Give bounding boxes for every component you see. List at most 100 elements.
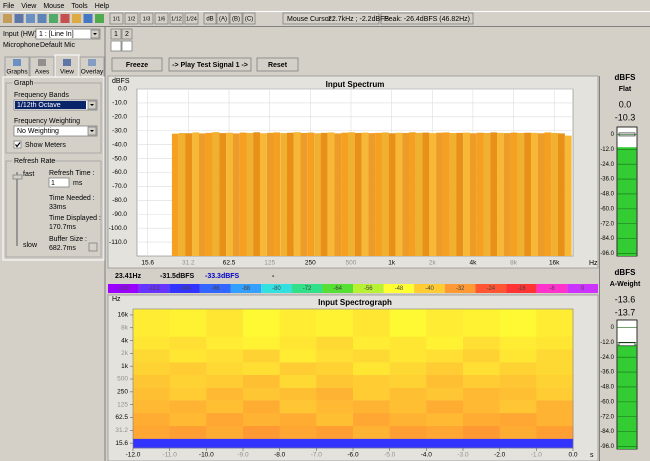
heat-cell bbox=[353, 362, 390, 376]
weighting-button-label: (C) bbox=[245, 17, 253, 23]
toolbar-button[interactable] bbox=[14, 14, 24, 23]
bar bbox=[171, 133, 179, 256]
heat-cell bbox=[389, 349, 427, 363]
toolbar-button[interactable] bbox=[26, 14, 35, 23]
menu-item[interactable]: View bbox=[21, 3, 37, 10]
toolbar-button[interactable] bbox=[229, 12, 243, 25]
heat-cell bbox=[536, 349, 574, 363]
color-swatch bbox=[199, 284, 231, 293]
y-tick-label: -90.0 bbox=[112, 211, 127, 218]
toolbar-button[interactable] bbox=[154, 12, 169, 25]
heat-cell bbox=[499, 400, 537, 414]
color-label: -96 bbox=[211, 286, 220, 292]
meter-tick-label: -60.0 bbox=[600, 206, 614, 212]
bar bbox=[483, 132, 491, 256]
channel-button[interactable] bbox=[121, 28, 133, 40]
button[interactable] bbox=[168, 57, 252, 72]
channel-button[interactable] bbox=[110, 28, 122, 40]
menu-item[interactable]: Tools bbox=[71, 3, 88, 10]
bar bbox=[449, 132, 457, 256]
readout-extra: - bbox=[272, 273, 275, 280]
button-label: Freeze bbox=[126, 62, 148, 69]
bar bbox=[226, 132, 233, 256]
heat-cell bbox=[389, 400, 427, 414]
heat-cell bbox=[426, 387, 464, 401]
heat-cell bbox=[499, 336, 537, 350]
bar bbox=[327, 132, 335, 256]
toolbar-button[interactable] bbox=[169, 12, 184, 25]
toolbar-button[interactable] bbox=[139, 12, 154, 25]
heat-cell bbox=[353, 309, 390, 337]
input-label: Input (HW) bbox=[3, 31, 37, 38]
toolbar-button[interactable] bbox=[184, 12, 199, 25]
checkbox[interactable] bbox=[13, 140, 22, 149]
heat-cell bbox=[499, 425, 537, 439]
color-label: -16 bbox=[517, 286, 526, 292]
heat-cell bbox=[536, 438, 574, 449]
toolbar-button[interactable] bbox=[124, 12, 139, 25]
meter-unit: dBFS bbox=[615, 73, 637, 82]
toolbar-button[interactable] bbox=[216, 12, 230, 25]
color-swatch bbox=[414, 284, 445, 293]
bar bbox=[273, 132, 281, 256]
band-button-label: 1/12 bbox=[171, 16, 182, 22]
heat-cell bbox=[389, 309, 427, 337]
device-select[interactable] bbox=[35, 28, 101, 40]
heat-cell bbox=[463, 400, 500, 414]
tab-icon bbox=[88, 59, 96, 66]
bar bbox=[185, 133, 193, 256]
y-tick-label: 62.5 bbox=[115, 414, 128, 421]
toolbar-button[interactable] bbox=[203, 12, 217, 25]
bar bbox=[348, 132, 355, 256]
toolbar-button[interactable] bbox=[37, 14, 47, 23]
menu-item[interactable]: Help bbox=[95, 3, 110, 10]
heat-cell bbox=[536, 362, 574, 376]
heat-cell bbox=[499, 349, 537, 363]
bar bbox=[320, 132, 328, 256]
bar bbox=[558, 133, 565, 256]
x-tick-label: -11.0 bbox=[162, 452, 177, 459]
toolbar-button[interactable] bbox=[49, 14, 58, 23]
toolbar-button[interactable] bbox=[109, 12, 124, 25]
bar bbox=[259, 133, 267, 256]
meter-tick-label: 0 bbox=[611, 325, 615, 331]
bar bbox=[436, 132, 443, 256]
check-mark bbox=[15, 142, 21, 148]
x-tick-label: -4.0 bbox=[421, 452, 433, 459]
color-swatch bbox=[291, 284, 323, 293]
button[interactable] bbox=[111, 57, 163, 72]
heat-cell bbox=[499, 309, 537, 337]
toolbar-button[interactable] bbox=[3, 14, 12, 23]
heat-cell bbox=[389, 438, 427, 449]
heat-cell bbox=[169, 336, 207, 350]
toolbar-button[interactable] bbox=[60, 14, 70, 23]
heat-cell bbox=[206, 309, 244, 337]
meter-tick-label: -84.0 bbox=[600, 429, 614, 435]
toolbar-button[interactable] bbox=[95, 14, 104, 23]
slider-thumb[interactable] bbox=[12, 174, 23, 180]
refresh-value: 1 bbox=[51, 180, 55, 187]
y-tick-label: 250 bbox=[117, 389, 128, 396]
y-tick-label: -40.0 bbox=[112, 141, 127, 148]
toolbar-button[interactable] bbox=[83, 14, 93, 23]
meter-peak-marker bbox=[618, 342, 636, 347]
y-tick-label: -20.0 bbox=[112, 114, 127, 121]
small-button[interactable] bbox=[88, 242, 98, 252]
checkbox-label: Show Meters bbox=[25, 142, 66, 149]
y-tick-label: -60.0 bbox=[112, 169, 127, 176]
menu-item[interactable]: Mouse bbox=[43, 3, 64, 10]
color-scale: -120 -112 -104 -96 -88 -80 -72 -64 -56 -48 -40 -32-… bbox=[108, 284, 598, 293]
weighting-select[interactable] bbox=[13, 125, 98, 137]
arrow-icon bbox=[90, 104, 94, 106]
menu-item[interactable]: File bbox=[3, 3, 14, 10]
color-swatch bbox=[353, 284, 384, 293]
heat-cell bbox=[463, 438, 500, 449]
refresh-input[interactable] bbox=[48, 177, 70, 188]
toolbar-button[interactable] bbox=[242, 12, 256, 25]
meter-tick-label: -36.0 bbox=[600, 177, 614, 183]
field-value: 33ms bbox=[49, 204, 67, 211]
toolbar-button[interactable] bbox=[72, 14, 81, 23]
heat-cell bbox=[316, 349, 354, 363]
device-value: 1 : [Line In] bbox=[39, 31, 74, 38]
button[interactable] bbox=[256, 57, 299, 72]
